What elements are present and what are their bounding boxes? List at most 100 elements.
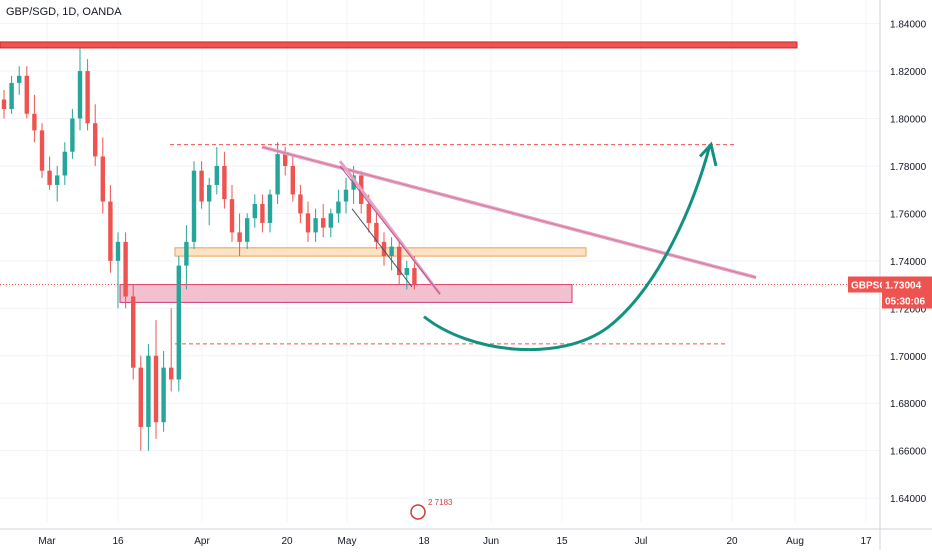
candle-body (298, 194, 303, 214)
candle-body (1, 99, 7, 110)
demand-zone (119, 284, 573, 303)
candle-body (32, 113, 37, 131)
candle-body (267, 194, 273, 223)
candle-body (123, 241, 128, 297)
y-tick-label: 1.68000 (890, 399, 927, 410)
candle-body (138, 367, 143, 427)
candle-body (9, 82, 14, 110)
symbol-tag-label: GBPSGD (851, 280, 894, 291)
x-tick-label: Mar (38, 536, 56, 547)
candle-body (161, 367, 166, 423)
x-tick-label: Aug (786, 536, 804, 547)
candle-body (275, 154, 280, 195)
candle-body (108, 201, 113, 261)
x-tick-label: 17 (860, 536, 872, 547)
x-tick-label: 18 (418, 536, 430, 547)
x-tick-label: Jul (635, 536, 648, 547)
candle-body (245, 218, 250, 242)
x-tick-label: 20 (726, 536, 738, 547)
candle-body (283, 154, 288, 166)
candle-body (191, 170, 197, 242)
candle-body (62, 151, 67, 176)
candle-body (70, 118, 75, 152)
candle-body (328, 213, 333, 228)
candle-body (404, 267, 409, 276)
y-tick-label: 1.64000 (890, 494, 927, 505)
candle-body (412, 267, 417, 285)
drawn-levels (0, 41, 798, 345)
price-tag-label: 1.73004 (885, 280, 922, 291)
x-tick-label: Apr (194, 536, 210, 547)
candle-body (381, 241, 387, 257)
candle-body (39, 130, 45, 171)
candle-body (184, 241, 189, 266)
y-tick-label: 1.66000 (890, 447, 927, 458)
candle-body (169, 367, 174, 380)
candle-body (131, 296, 136, 368)
x-tick-label: Jun (483, 536, 499, 547)
candle-body (290, 165, 295, 195)
candle-body (389, 246, 394, 257)
candle-body (374, 222, 379, 242)
candle-body (24, 75, 29, 114)
candle-body (336, 201, 341, 214)
candle-body (153, 355, 159, 423)
candle-body (305, 213, 311, 233)
candle-body (229, 199, 235, 233)
candle-body (115, 241, 121, 261)
x-tick-label: May (338, 536, 357, 547)
trendline-long-core (261, 146, 757, 278)
candle-body (214, 165, 219, 185)
x-tick-label: 16 (112, 536, 124, 547)
y-tick-label: 1.76000 (890, 209, 927, 220)
channel-lower (351, 208, 413, 288)
y-tick-label: 1.74000 (890, 257, 927, 268)
candle-body (222, 165, 227, 200)
candle-body (343, 189, 349, 202)
candle-body (199, 170, 204, 202)
y-tick-label: 1.72000 (890, 304, 927, 315)
candle-body (351, 175, 356, 190)
candle-body (252, 203, 257, 219)
y-tick-label: 1.70000 (890, 352, 927, 363)
resistance-band (0, 41, 798, 49)
candle-body (176, 265, 181, 380)
candle-body (366, 203, 371, 223)
y-tick-label: 1.84000 (890, 20, 927, 31)
candle-body (313, 218, 318, 233)
candle-body (237, 232, 242, 242)
price-tag (882, 276, 932, 293)
symbol-title: GBP/SGD, 1D, OANDA (6, 6, 122, 18)
countdown-tag (882, 292, 932, 309)
candle-body (100, 156, 105, 202)
candle-body (77, 71, 83, 119)
projection-arrowhead (698, 141, 718, 167)
candle-body (93, 123, 98, 157)
y-tick-label: 1.82000 (890, 67, 927, 78)
candle-body (397, 246, 402, 276)
candle-body (260, 203, 265, 223)
watermark-text: 2 7183 (428, 498, 453, 507)
candle-body (55, 175, 60, 185)
trendline-steep-core (339, 165, 441, 295)
candle-body (207, 184, 212, 202)
grid-lines (0, 0, 880, 522)
candle-body (321, 218, 326, 228)
countdown-label: 05:30:06 (885, 296, 925, 307)
x-tick-label: 15 (556, 536, 568, 547)
y-tick-label: 1.78000 (890, 162, 927, 173)
candle-body (85, 71, 90, 124)
x-tick-label: 20 (281, 536, 293, 547)
projection-curve (423, 144, 712, 352)
support-zone-orange (174, 247, 587, 257)
candle-body (17, 75, 22, 83)
watermark-logo (410, 504, 426, 520)
candle-body (47, 170, 52, 185)
trend-overlays: 2 7183 (0, 141, 880, 520)
candle-series (1, 47, 417, 451)
candle-body (146, 355, 151, 427)
y-tick-label: 1.80000 (890, 115, 927, 126)
